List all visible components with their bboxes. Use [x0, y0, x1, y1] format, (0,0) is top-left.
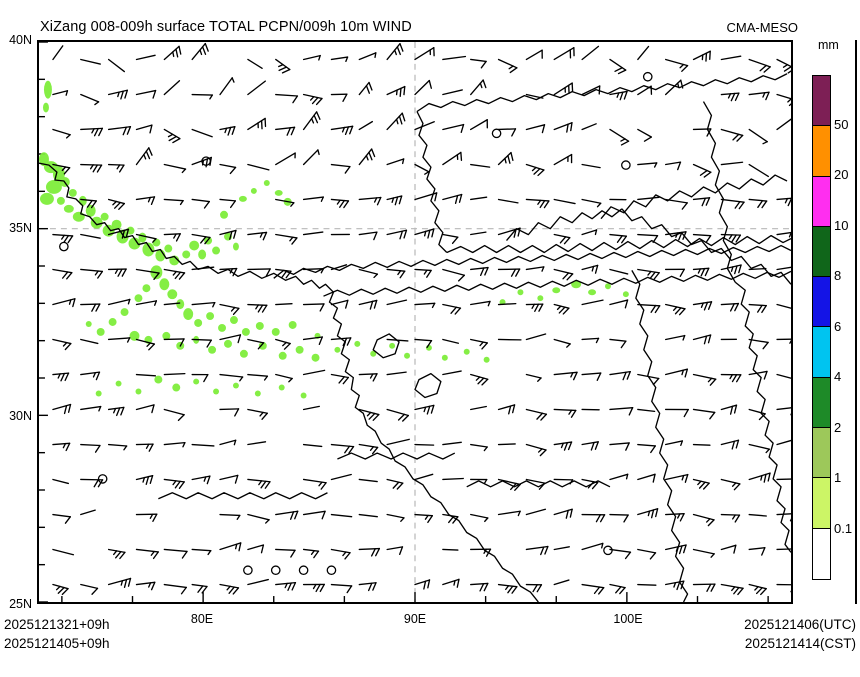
map-canvas: [39, 42, 791, 602]
y-tick-25n: 25N: [9, 597, 32, 611]
precipitation-field: [39, 80, 629, 399]
colorbar[interactable]: [812, 75, 831, 580]
y-tick-40n: 40N: [9, 33, 32, 47]
x-tick-90e: 90E: [403, 612, 427, 626]
colorbar-segment-10-20: [813, 176, 830, 227]
colorbar-segment-0.1-1: [813, 478, 830, 529]
y-tick-30n: 30N: [9, 409, 32, 423]
colorbar-tick-20: 20: [834, 167, 849, 182]
calm-wind-markers: [59, 71, 653, 576]
map-plot-area: [37, 40, 793, 604]
colorbar-unit-label: mm: [818, 38, 839, 52]
footer-init-time-2: 2025121405+09h: [4, 636, 110, 651]
colorbar-segment-2-4: [813, 377, 830, 429]
colorbar-tick-10: 10: [834, 217, 849, 233]
colorbar-segment-above-50: [813, 76, 830, 127]
x-tick-80e: 80E: [190, 612, 214, 626]
colorbar-segment-below-0.1: [813, 528, 830, 579]
colorbar-segment-8-10: [813, 226, 830, 278]
colorbar-tick-1: 1: [834, 470, 842, 485]
axis-ticks: [39, 42, 769, 602]
colorbar-tick-4: 4: [834, 369, 842, 384]
model-label: CMA-MESO: [726, 20, 799, 35]
colorbar-tick-50: 50: [834, 116, 849, 132]
x-tick-100e: 100E: [613, 612, 643, 626]
map-boundaries: [39, 73, 791, 602]
colorbar-tick-2: 2: [834, 419, 842, 435]
colorbar-segment-6-8: [813, 277, 830, 328]
colorbar-tick-6: 6: [834, 318, 842, 334]
colorbar-tick-0.1: 0.1: [834, 520, 853, 536]
colorbar-segment-4-6: [813, 327, 830, 378]
colorbar-segment-1-2: [813, 428, 830, 479]
footer-valid-utc: 2025121406(UTC): [744, 617, 856, 632]
colorbar-segment-20-50: [813, 126, 830, 177]
footer-valid-cst: 2025121414(CST): [744, 636, 856, 651]
page-title: XiZang 008-009h surface TOTAL PCPN/009h …: [40, 19, 412, 35]
y-tick-35n: 35N: [9, 221, 32, 235]
colorbar-tick-8: 8: [834, 268, 842, 283]
footer-init-time: 2025121321+09h: [4, 617, 110, 632]
right-border-rule: [855, 40, 857, 604]
wind-barb-field: [52, 42, 791, 596]
